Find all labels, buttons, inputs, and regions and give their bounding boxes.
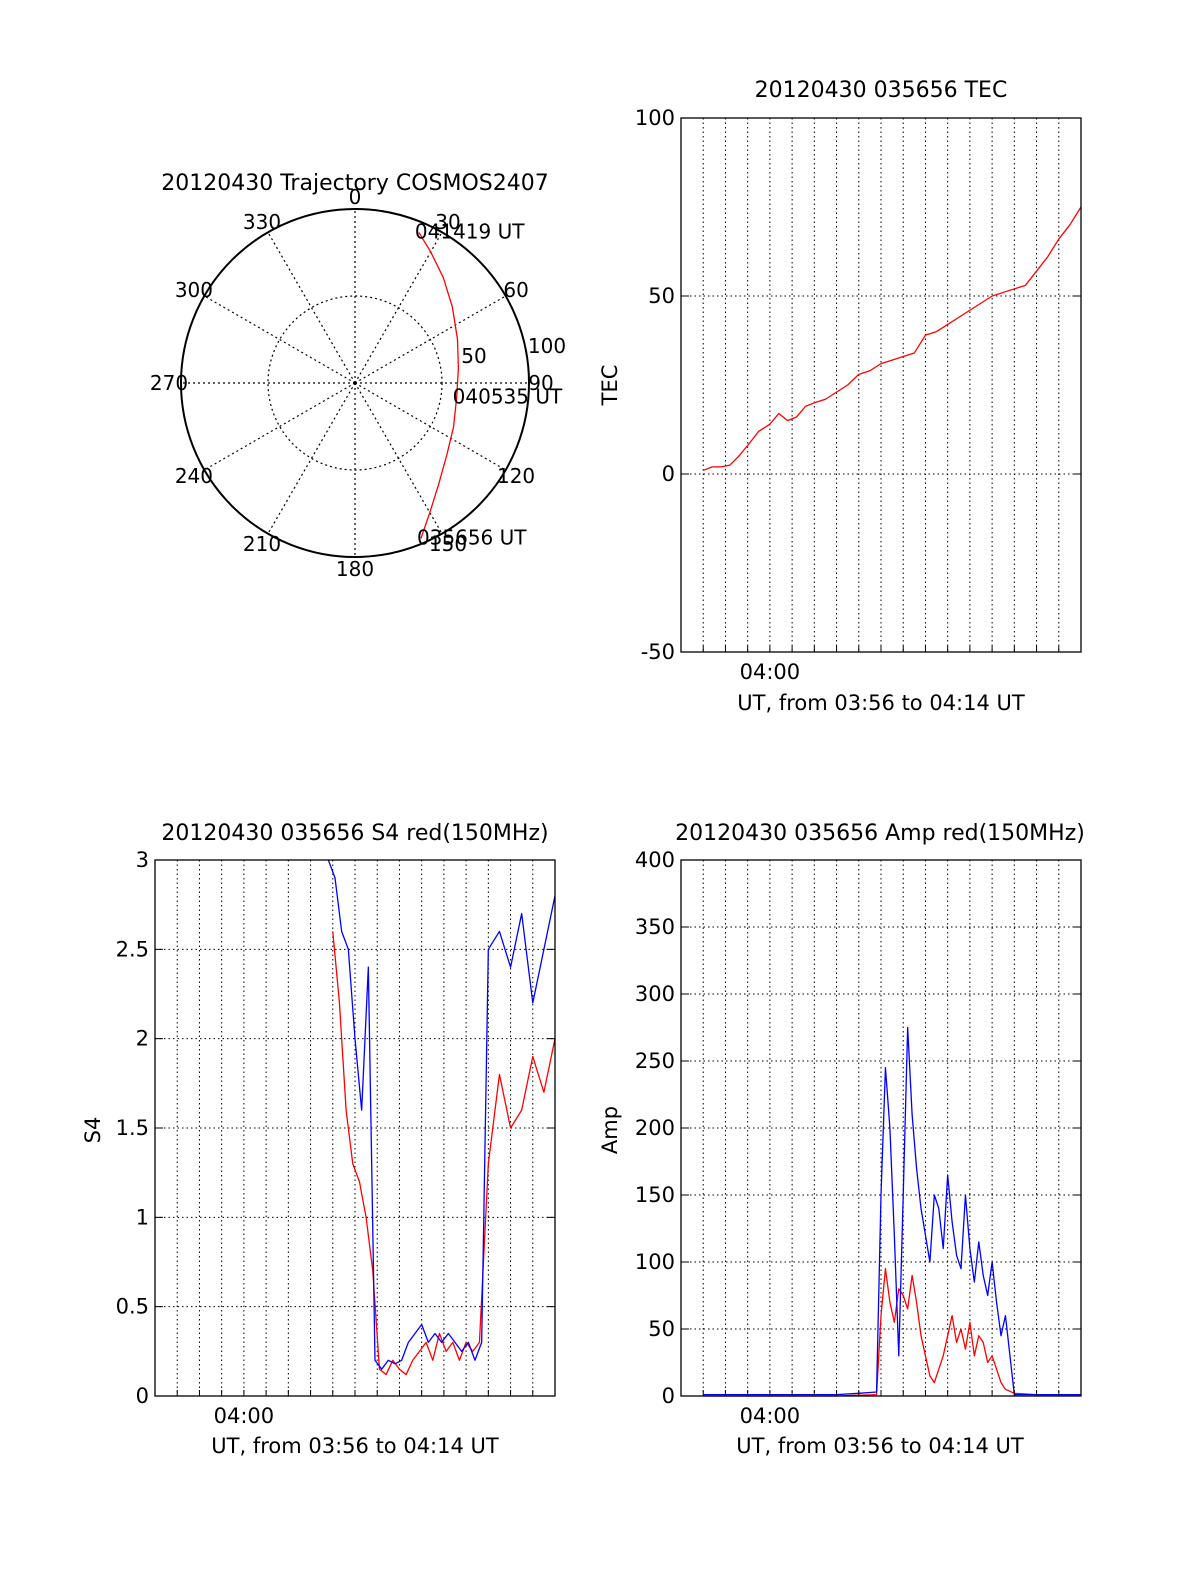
- y-tick-label: 2: [136, 1027, 149, 1051]
- y-tick-label: 1: [136, 1205, 149, 1229]
- polar-radial-label: 100: [528, 334, 566, 358]
- s4-ylabel: S4: [81, 1117, 105, 1144]
- amp-ylabel: Amp: [598, 1106, 622, 1154]
- x-tick-label: 04:00: [214, 1404, 275, 1428]
- amp-plot-body: 0 50 100 150 200 250 300 350 400 04:00: [635, 848, 1082, 1428]
- tec-plot-body: -50 0 50 100 04:00: [635, 106, 1082, 684]
- s4-plot: 20120430 035656 S4 red(150MHz) UT, from …: [81, 821, 556, 1458]
- polar-spoke: [354, 382, 443, 534]
- y-tick-label: -50: [641, 640, 675, 664]
- tec-ylabel: TEC: [598, 365, 622, 407]
- y-tick-label: 350: [635, 915, 675, 939]
- y-tick-label: 50: [648, 284, 675, 308]
- x-tick-label: 04:00: [740, 660, 801, 684]
- y-tick-label: 0.5: [116, 1295, 149, 1319]
- s4-xlabel: UT, from 03:56 to 04:14 UT: [211, 1434, 499, 1458]
- y-tick-label: 50: [648, 1317, 675, 1341]
- s4-title: 20120430 035656 S4 red(150MHz): [161, 821, 548, 846]
- polar-radial-labels: 50 100: [461, 334, 566, 368]
- y-tick-label: 2.5: [116, 937, 149, 961]
- trajectory-annotation: 041419 UT: [415, 219, 525, 243]
- y-tick-label: 0: [136, 1384, 149, 1408]
- trajectory-annotations: 041419 UT 040535 UT 035656 UT: [415, 219, 563, 549]
- series-line: [703, 1268, 1081, 1397]
- amp-title: 20120430 035656 Amp red(150MHz): [675, 821, 1085, 846]
- polar-angle-label: 240: [175, 464, 213, 488]
- y-tick-label: 3: [136, 848, 149, 872]
- trajectory-polar-plot: 20120430 Trajectory COSMOS2407 0 30 60 90 12…: [150, 171, 566, 581]
- y-tick-label: 0: [662, 462, 675, 486]
- polar-grid: [180, 208, 530, 558]
- series-line: [702, 206, 1082, 472]
- y-tick-label: 400: [635, 848, 675, 872]
- y-tick-label: 100: [635, 1250, 675, 1274]
- polar-spoke: [354, 295, 506, 384]
- tec-plot: 20120430 035656 TEC UT, from 03:56 to 04…: [598, 78, 1082, 715]
- y-tick-label: 300: [635, 982, 675, 1006]
- polar-radial-label: 50: [461, 344, 486, 368]
- y-tick-label: 1.5: [116, 1116, 149, 1140]
- polar-outer-ring: [180, 208, 530, 558]
- trajectory-annotation: 035656 UT: [417, 525, 527, 549]
- polar-angle-label: 180: [336, 557, 374, 581]
- polar-angle-label: 150: [429, 532, 467, 556]
- s4-plot-body: 0 0.5 1 1.5 2 2.5 3 04:00: [116, 848, 556, 1428]
- polar-angle-label: 30: [435, 210, 460, 234]
- series-line: [703, 1026, 1081, 1396]
- y-tick-label: 100: [635, 106, 675, 130]
- trajectory-line: [418, 232, 460, 539]
- tec-xlabel: UT, from 03:56 to 04:14 UT: [737, 691, 1025, 715]
- polar-angle-label: 120: [497, 464, 535, 488]
- trajectory-title: 20120430 Trajectory COSMOS2407: [161, 171, 548, 196]
- amp-xlabel: UT, from 03:56 to 04:14 UT: [736, 1434, 1024, 1458]
- polar-spoke: [267, 232, 356, 384]
- polar-spoke: [204, 295, 356, 384]
- polar-spoke: [204, 382, 356, 471]
- polar-angle-label: 0: [349, 185, 362, 209]
- trajectory-annotation: 040535 UT: [453, 384, 563, 408]
- trajectory-series: [418, 232, 460, 539]
- polar-angle-label: 330: [243, 210, 281, 234]
- polar-angle-label: 90: [528, 371, 553, 395]
- polar-spoke: [354, 382, 506, 471]
- y-tick-label: 0: [662, 1384, 675, 1408]
- x-tick-label: 04:00: [740, 1404, 801, 1428]
- tec-title: 20120430 035656 TEC: [755, 78, 1008, 103]
- polar-spoke: [267, 382, 356, 534]
- polar-angle-label: 300: [175, 278, 213, 302]
- y-tick-label: 250: [635, 1049, 675, 1073]
- amp-plot: 20120430 035656 Amp red(150MHz) UT, from…: [598, 821, 1085, 1458]
- y-tick-label: 200: [635, 1116, 675, 1140]
- polar-angle-label: 210: [243, 532, 281, 556]
- polar-angle-labels: 0 30 60 90 120 150 180 210 240 270 300 330: [150, 185, 554, 581]
- polar-angle-label: 270: [150, 371, 188, 395]
- series-line: [332, 931, 556, 1376]
- polar-spoke: [354, 232, 443, 384]
- y-tick-label: 150: [635, 1183, 675, 1207]
- series-line: [327, 859, 556, 1370]
- polar-angle-label: 60: [503, 278, 528, 302]
